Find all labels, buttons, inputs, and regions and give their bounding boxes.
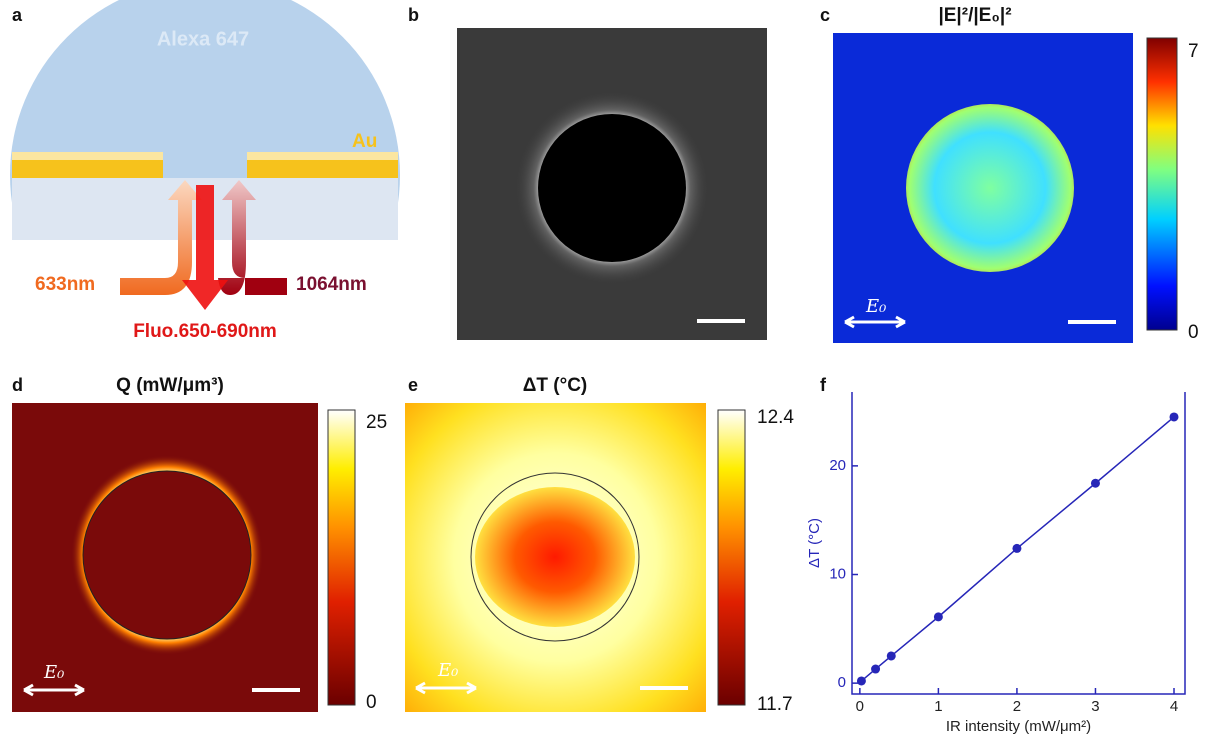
point	[856, 676, 866, 686]
x-tick-label: 4	[1170, 698, 1178, 715]
panel-title: Q (mW/μm³)	[116, 375, 224, 396]
point	[1169, 412, 1179, 422]
x-tick-label: 1	[934, 698, 942, 715]
x-tick-label: 2	[1013, 698, 1021, 715]
colorbar-min: 0	[1188, 322, 1199, 343]
field-label: E₀	[865, 296, 886, 317]
scale-bar	[252, 688, 300, 692]
metal-label: Au	[352, 131, 377, 152]
point	[886, 651, 896, 661]
axes	[851, 392, 1186, 695]
field-label: E₀	[437, 660, 458, 681]
panel-letter: e	[408, 375, 418, 395]
panel-letter: f	[820, 375, 827, 395]
y-tick-label: 10	[829, 565, 846, 582]
panel-letter: c	[820, 5, 830, 25]
colorbar	[717, 409, 746, 706]
point	[871, 664, 881, 674]
point	[1090, 478, 1100, 488]
colorbar-max: 25	[366, 412, 387, 433]
scale-bar	[1068, 320, 1116, 324]
y-tick-label: 0	[838, 674, 846, 691]
heating-label: 1064nm	[296, 274, 367, 295]
emission-label: Fluo.650-690nm	[133, 321, 277, 342]
panel-letter: a	[12, 5, 23, 25]
colorbar-min: 11.7	[757, 694, 793, 715]
point	[933, 612, 943, 622]
colorbar-max: 7	[1188, 41, 1199, 62]
scale-bar	[640, 686, 688, 690]
plot: 0 10 20 0 1 2 3 4 IR intensity (mW/μm²) ΔT (°C)	[806, 392, 1186, 735]
x-tick-label: 0	[856, 698, 864, 715]
colorbar-min: 0	[366, 692, 377, 713]
x-tick-label: 3	[1091, 698, 1099, 715]
panel-title: ΔT (°C)	[523, 375, 588, 396]
colorbar-max: 12.4	[757, 407, 794, 428]
x-axis-label: IR intensity (mW/μm²)	[946, 718, 1091, 735]
panel-title: |E|²/|E₀|²	[938, 5, 1011, 26]
panel-letter: d	[12, 375, 23, 395]
y-tick-label: 20	[829, 457, 846, 474]
field-label: E₀	[43, 662, 64, 683]
point	[1012, 543, 1022, 553]
dye-label: Alexa 647	[157, 28, 249, 50]
panel-letter: b	[408, 5, 419, 25]
schematic	[10, 0, 400, 240]
excitation-label: 633nm	[35, 274, 95, 295]
colorbar	[1146, 37, 1178, 331]
colorbar	[327, 409, 356, 706]
scale-bar	[697, 319, 745, 323]
y-axis-label: ΔT (°C)	[806, 518, 823, 568]
